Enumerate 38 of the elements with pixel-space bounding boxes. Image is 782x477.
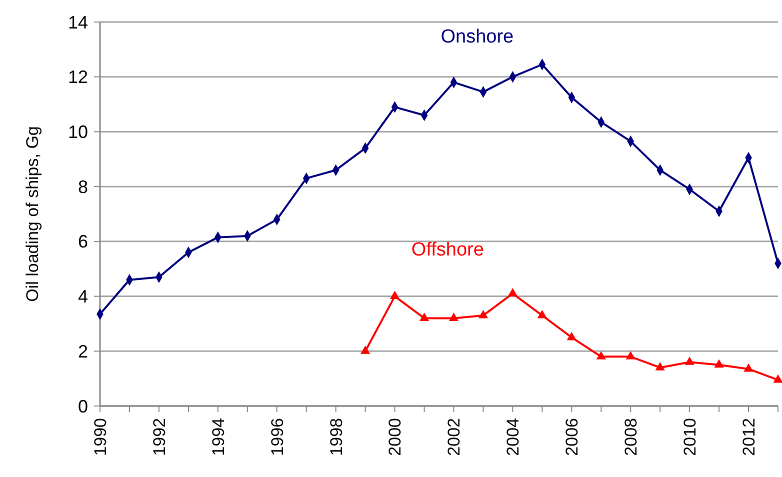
y-tick-label: 0 <box>78 396 88 416</box>
point <box>714 359 724 368</box>
x-tick-label: 1992 <box>150 418 169 456</box>
y-tick-label: 10 <box>68 122 88 142</box>
y-tick-label: 8 <box>78 176 88 197</box>
point <box>566 332 576 340</box>
point <box>773 374 782 383</box>
y-tick-label: 14 <box>68 12 88 32</box>
point <box>626 351 636 360</box>
series-label: Offshore <box>411 240 484 261</box>
point <box>684 356 694 365</box>
point <box>448 312 459 322</box>
x-tick-label: 2008 <box>622 418 641 456</box>
x-tick-label: 2010 <box>680 418 700 456</box>
point <box>508 288 518 296</box>
x-tick-label: 2000 <box>386 418 405 456</box>
x-tick-label: 2012 <box>739 418 758 456</box>
x-tick-label: 2004 <box>504 418 523 456</box>
point <box>744 363 754 372</box>
point <box>596 351 606 360</box>
point <box>478 310 488 318</box>
x-tick-label: 2002 <box>444 418 464 456</box>
point <box>360 346 370 354</box>
point <box>537 310 547 318</box>
y-tick-label: 4 <box>78 286 88 307</box>
x-tick-label: 2006 <box>562 418 582 456</box>
point <box>390 290 400 300</box>
series-label: Onshore <box>440 26 514 48</box>
y-tick-label: 6 <box>78 232 88 252</box>
y-tick-label: 2 <box>78 341 88 362</box>
x-tick-label: 1994 <box>208 418 228 456</box>
point <box>419 312 430 322</box>
x-tick-label: 1998 <box>326 418 346 456</box>
x-tick-label: 1990 <box>90 418 110 456</box>
point <box>655 362 665 370</box>
y-axis-title: Oil loading of ships, Gg <box>23 126 42 302</box>
y-tick-label: 12 <box>68 67 88 88</box>
x-tick-label: 1996 <box>268 418 287 456</box>
